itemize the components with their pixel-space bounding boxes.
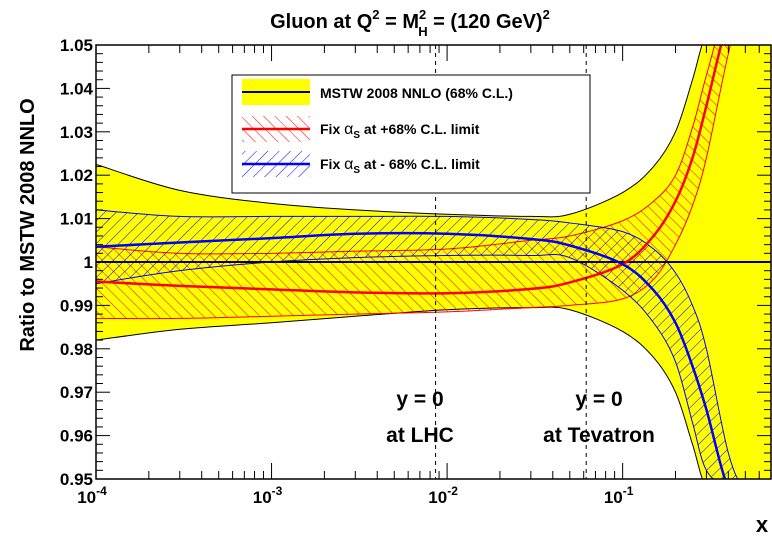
x-tick-label: 10-3 <box>253 484 283 507</box>
x-tick-exp: -2 <box>447 484 458 498</box>
band-minus <box>96 209 739 479</box>
x-tick-exp: -1 <box>623 484 634 498</box>
y-tick-label: 1.05 <box>60 36 93 55</box>
chart-title: Gluon at Q2 = M2 H = (120 GeV)2 <box>270 7 550 39</box>
y-tick-label: 0.99 <box>60 296 93 315</box>
x-tick-base: 10 <box>77 488 96 507</box>
ref-label-1-line1: y = 0 <box>396 388 443 411</box>
reference-labels: y = 0 at LHC y = 0 at Tevatron <box>386 388 655 447</box>
x-tick-base: 10 <box>428 488 447 507</box>
legend-minus-alpha: α <box>344 156 353 173</box>
y-tick-label: 0.95 <box>60 470 93 489</box>
legend: MSTW 2008 NNLO (68% C.L.) Fix αS at +68%… <box>231 74 591 194</box>
legend-plus-alpha: α <box>344 121 353 138</box>
y-axis: 0.95 0.96 0.97 0.98 0.99 1 1.01 1.02 1.03 1.04 1.0… <box>60 36 771 489</box>
x-tick-exp: -3 <box>272 484 283 498</box>
x-tick-exp: -4 <box>96 484 107 498</box>
legend-plus-alpha-sub: S <box>353 130 360 141</box>
x-tick-label: 10-1 <box>604 484 634 507</box>
legend-minus-alpha-sub: S <box>353 165 360 176</box>
legend-label-minus: Fix αS at - 68% C.L. limit <box>320 156 480 176</box>
y-tick-label: 1.04 <box>60 79 94 98</box>
y-axis-label: Ratio to MSTW 2008 NNLO <box>17 98 39 351</box>
y-tick-label: 1.01 <box>60 210 93 229</box>
y-tick-label: 1.03 <box>60 123 93 142</box>
legend-label-central: MSTW 2008 NNLO (68% C.L.) <box>320 85 513 101</box>
y-tick-label: 1 <box>84 253 93 272</box>
ref-label-1-line2: at LHC <box>386 424 454 447</box>
x-tick-base: 10 <box>604 488 623 507</box>
ref-label-2-line2: at Tevatron <box>543 424 655 447</box>
plot-area <box>96 45 771 479</box>
y-tick-label: 1.02 <box>60 166 93 185</box>
legend-minus-post: at - 68% C.L. limit <box>360 156 480 172</box>
legend-minus-pre: Fix <box>320 156 344 172</box>
title-q-exp: 2 <box>372 7 379 22</box>
title-suffix-exp: 2 <box>543 7 550 22</box>
y-tick-label: 0.97 <box>60 383 93 402</box>
title-eq: = M <box>380 11 419 33</box>
line-minus <box>96 231 727 479</box>
legend-plus-post: at +68% C.L. limit <box>360 121 480 137</box>
title-h-exp: 2 <box>419 7 426 22</box>
y-tick-label: 0.96 <box>60 427 93 446</box>
title-prefix: Gluon at Q <box>270 11 372 33</box>
x-tick-label: 10-4 <box>77 484 107 507</box>
x-tick-label: 10-2 <box>428 484 458 507</box>
x-axis-label: x <box>756 512 769 537</box>
x-tick-base: 10 <box>253 488 272 507</box>
x-axis: 10-4 10-3 10-2 10-1 <box>77 45 760 507</box>
ref-label-2-line1: y = 0 <box>575 388 622 411</box>
y-tick-label: 0.98 <box>60 340 93 359</box>
title-h-sub: H <box>418 24 427 39</box>
legend-plus-pre: Fix <box>320 121 344 137</box>
title-suffix: = (120 GeV) <box>428 11 543 33</box>
legend-label-plus: Fix αS at +68% C.L. limit <box>320 121 480 141</box>
line-plus <box>96 45 723 295</box>
